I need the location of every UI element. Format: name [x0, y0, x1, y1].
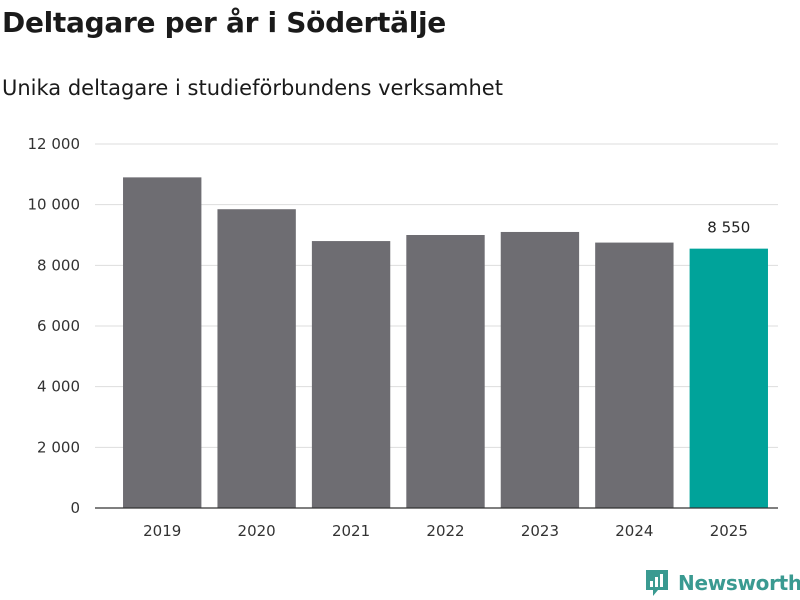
x-axis: 2019 2020 2021 2022 2023 2024 2025: [143, 522, 748, 540]
y-tick-label: 6 000: [37, 317, 80, 335]
data-labels: 8 550: [707, 219, 750, 237]
x-tick-label: 2021: [332, 522, 370, 540]
x-tick-label: 2022: [426, 522, 464, 540]
bar-2022: [406, 235, 485, 508]
y-tick-label: 12 000: [28, 135, 81, 153]
x-tick-label: 2019: [143, 522, 181, 540]
bar-2023: [500, 231, 580, 508]
bars: [123, 177, 768, 509]
y-tick-label: 8 000: [37, 256, 80, 274]
chart-title: Deltagare per år i Södertälje: [2, 6, 446, 39]
y-tick-label: 10 000: [28, 196, 81, 214]
bar-2024: [595, 242, 674, 509]
bar-2019: [123, 177, 202, 508]
y-tick-label: 2 000: [37, 438, 80, 456]
bar-2021: [311, 241, 391, 509]
x-tick-label: 2020: [238, 522, 276, 540]
y-axis: 0 2 000 4 000 6 000 8 000 10 000 12 000: [28, 135, 81, 517]
chart-subtitle: Unika deltagare i studieförbundens verks…: [2, 76, 503, 100]
x-tick-label: 2023: [521, 522, 559, 540]
bar-2020: [217, 209, 296, 508]
y-tick-label: 0: [70, 499, 80, 517]
brand-logo: Newsworthy: [644, 568, 800, 598]
x-tick-label: 2024: [615, 522, 653, 540]
brand-name: Newsworthy: [678, 571, 800, 595]
newsworthy-logo-icon: [646, 570, 668, 596]
y-tick-label: 4 000: [37, 378, 80, 396]
bar-2025: [689, 248, 768, 508]
data-label-2025: 8 550: [707, 219, 750, 237]
x-tick-label: 2025: [710, 522, 748, 540]
